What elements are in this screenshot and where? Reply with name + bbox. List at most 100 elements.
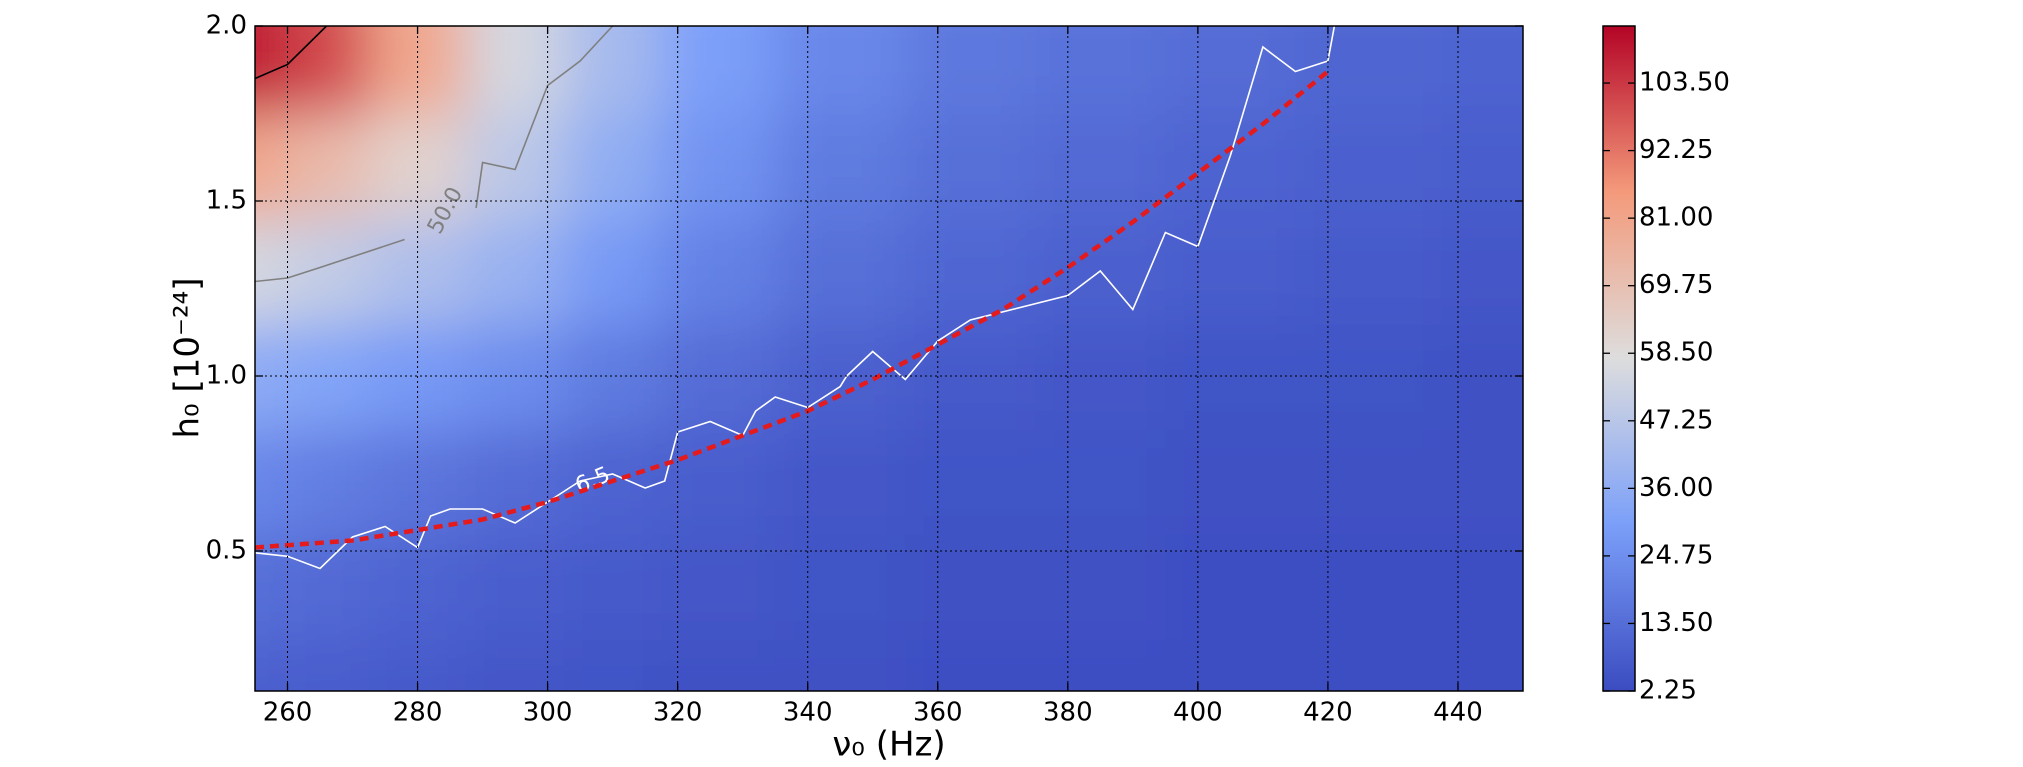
heat-cell (563, 323, 663, 430)
heat-cell (1295, 323, 1443, 430)
heat-cell (1441, 218, 1523, 325)
colorbar-tick-label: 36.00 (1639, 473, 1713, 503)
heat-cell (1295, 113, 1443, 220)
heat-cell (905, 428, 1037, 535)
heat-cell (1295, 638, 1443, 691)
heat-cell (1165, 26, 1297, 115)
x-tick-label: 280 (393, 698, 443, 728)
colorbar-tick-label: 47.25 (1639, 405, 1713, 435)
heat-cell (905, 26, 1037, 115)
heat-cell (287, 218, 370, 325)
x-tick-label: 380 (1043, 698, 1093, 728)
heat-cell (563, 113, 663, 220)
heat-cell (563, 533, 663, 640)
colorbar-tick-label: 24.75 (1639, 540, 1713, 570)
colorbar-tick-label: 13.50 (1639, 608, 1713, 638)
x-tick-label: 400 (1173, 698, 1223, 728)
heat-cell (905, 218, 1037, 325)
x-tick-label: 300 (523, 698, 573, 728)
heat-cell (287, 113, 370, 220)
heat-cell (1035, 428, 1167, 535)
heat-cell (287, 323, 370, 430)
contour-line (255, 26, 328, 80)
heat-cell (661, 533, 777, 640)
heat-cell (1441, 26, 1523, 115)
heat-cell (1035, 113, 1167, 220)
heat-cell (1295, 26, 1443, 115)
heat-cell (775, 26, 907, 115)
x-tick-label: 360 (913, 698, 963, 728)
heat-cell (905, 113, 1037, 220)
heat-cell (1295, 428, 1443, 535)
heat-cell (255, 26, 289, 115)
heat-cell (661, 113, 777, 220)
heat-cell (287, 533, 370, 640)
heat-cell (905, 533, 1037, 640)
heat-cell (775, 428, 907, 535)
heat-cell (661, 428, 777, 535)
y-axis-label: h₀ [10⁻²⁴] (168, 278, 208, 439)
heat-cell (368, 26, 468, 115)
heat-cell (775, 638, 907, 691)
heat-cell (775, 218, 907, 325)
heat-cell (466, 218, 565, 325)
x-tick-label: 420 (1303, 698, 1353, 728)
heat-cell (1165, 533, 1297, 640)
colorbar-tick-label: 2.25 (1639, 676, 1697, 706)
heat-cell (255, 638, 289, 691)
x-tick-label: 440 (1433, 698, 1483, 728)
heat-cell (661, 26, 777, 115)
heat-cell (1441, 428, 1523, 535)
colorbar-tick-label: 103.50 (1639, 68, 1730, 98)
heat-cell (1165, 428, 1297, 535)
heat-cell (255, 428, 289, 535)
heat-cell (775, 533, 907, 640)
heat-cell (466, 638, 565, 691)
colorbar-tick-label: 58.50 (1639, 338, 1713, 368)
colorbar-tick-label: 69.75 (1639, 270, 1713, 300)
contour-line (255, 26, 1336, 570)
heat-cell (1035, 638, 1167, 691)
heat-cell (466, 26, 565, 115)
heat-cell (905, 638, 1037, 691)
colorbar (1602, 25, 1636, 692)
heat-cell (1165, 638, 1297, 691)
heat-cell (466, 428, 565, 535)
heat-cell (661, 218, 777, 325)
x-tick-label: 340 (783, 698, 833, 728)
heat-cell (287, 428, 370, 535)
heat-cell (563, 638, 663, 691)
heat-cell (1441, 323, 1523, 430)
heat-cell (466, 533, 565, 640)
y-tick-label: 0.5 (206, 536, 247, 566)
x-axis-label: ν₀ (Hz) (832, 725, 945, 765)
y-tick-label: 2.0 (206, 11, 247, 41)
heat-cell (661, 638, 777, 691)
heat-cell (1165, 113, 1297, 220)
x-tick-label: 260 (263, 698, 313, 728)
axes: 260 280 300 320 340 360 380 400 420 440 0.5 1.0 1.5 2… (206, 11, 1730, 728)
y-tick-label: 1.0 (206, 361, 247, 391)
heat-cell (563, 218, 663, 325)
heat-cell (661, 323, 777, 430)
heat-cell (287, 638, 370, 691)
heat-cell (1035, 26, 1167, 115)
heat-cell (1165, 218, 1297, 325)
heat-cell (287, 26, 370, 115)
x-tick-label: 320 (653, 698, 703, 728)
heat-cell (1441, 533, 1523, 640)
heat-cell (1441, 638, 1523, 691)
contour-line (255, 26, 614, 283)
y-tick-label: 1.5 (206, 186, 247, 216)
heat-cell (1441, 113, 1523, 220)
heatmap (255, 26, 1523, 691)
colorbar-tick-label: 81.00 (1639, 203, 1713, 233)
heat-cell (775, 113, 907, 220)
heat-cell (1295, 533, 1443, 640)
heat-cell (1295, 218, 1443, 325)
heat-cell (563, 26, 663, 115)
heat-cell (255, 218, 289, 325)
colorbar-tick-label: 92.25 (1639, 135, 1713, 165)
heat-cell (255, 113, 289, 220)
